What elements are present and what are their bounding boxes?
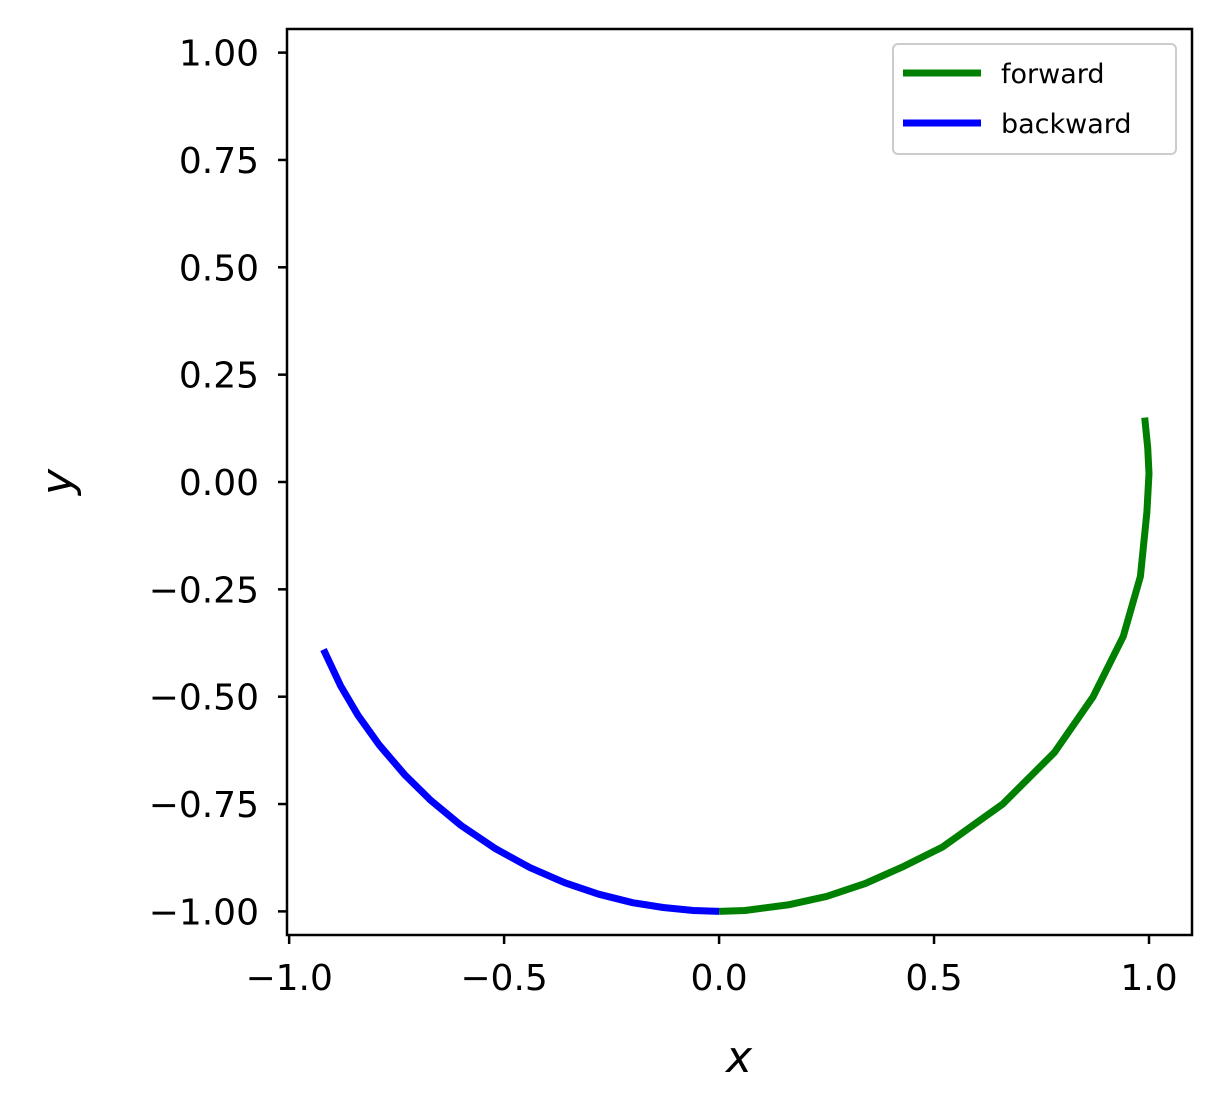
y-axis-label: y (32, 468, 83, 497)
x-axis: −1.0 −0.5 0.0 0.5 1.0 (245, 935, 1178, 999)
x-tick-label: −1.0 (245, 958, 332, 999)
plot-area-frame (285, 27, 1194, 937)
legend-label-backward: backward (1001, 109, 1132, 140)
y-tick-label: −0.75 (149, 785, 259, 826)
y-tick-label: 0.00 (179, 463, 259, 504)
series-layer (320, 417, 1153, 915)
y-tick-label: −1.00 (149, 892, 259, 933)
y-tick-label: −0.25 (149, 570, 259, 611)
y-tick-label: 1.00 (179, 34, 259, 75)
x-axis-label: x (724, 1032, 753, 1083)
y-tick-label: −0.50 (149, 678, 259, 719)
y-tick-label: 0.25 (179, 356, 259, 397)
x-tick-label: 1.0 (1120, 958, 1177, 999)
x-tick-label: 0.5 (905, 958, 962, 999)
series-line-backward (320, 648, 720, 915)
y-axis: −1.00 −0.75 −0.50 −0.25 0.00 0.25 0.50 0.75 1.00 (149, 34, 287, 933)
legend-label-forward: forward (1001, 59, 1105, 90)
x-tick-label: −0.5 (460, 958, 547, 999)
legend: forward backward (892, 43, 1177, 155)
y-tick-label: 0.75 (179, 141, 259, 182)
y-tick-label: 0.50 (179, 248, 259, 289)
x-tick-label: 0.0 (690, 958, 747, 999)
series-line-forward (718, 417, 1153, 915)
